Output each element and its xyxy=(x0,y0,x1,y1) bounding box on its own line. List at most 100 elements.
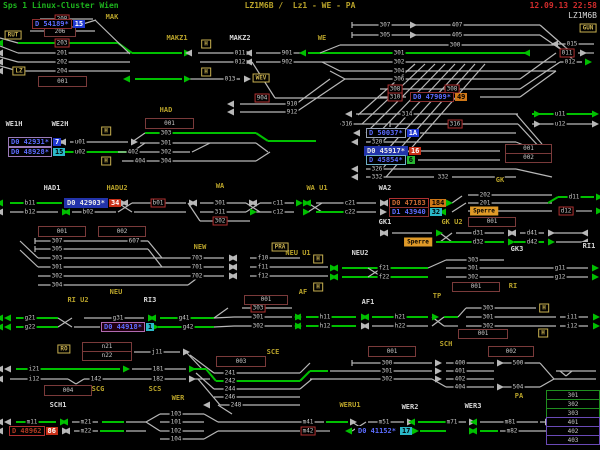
signal-arrow[interactable] xyxy=(0,427,3,435)
signal-arrow[interactable] xyxy=(230,254,237,262)
train-label[interactable]: D0 42903* 34 xyxy=(64,198,122,208)
train-label[interactable]: D0 41152* 17 xyxy=(355,426,413,436)
train-number[interactable]: D 48962 xyxy=(9,426,45,436)
signal-arrow[interactable] xyxy=(592,110,599,118)
signal-arrow[interactable] xyxy=(304,199,311,207)
signal-arrow[interactable] xyxy=(408,418,415,426)
signal-arrow[interactable] xyxy=(593,313,600,321)
signal-arrow[interactable] xyxy=(63,427,70,435)
signal-arrow[interactable] xyxy=(230,272,237,280)
signal-arrow[interactable] xyxy=(353,129,360,137)
train-label[interactable]: D0 48928* 15 xyxy=(8,147,66,157)
signal-arrow[interactable] xyxy=(435,367,442,375)
train-number[interactable]: D0 42931* xyxy=(8,137,52,147)
control-label[interactable]: H xyxy=(101,156,111,166)
signal-arrow[interactable] xyxy=(508,238,515,246)
signal-arrow[interactable] xyxy=(190,199,197,207)
control-label[interactable]: PRA xyxy=(271,242,289,252)
signal-arrow[interactable] xyxy=(184,75,191,83)
signal-arrow[interactable] xyxy=(551,40,558,48)
signal-arrow[interactable] xyxy=(446,199,453,207)
signal-arrow[interactable] xyxy=(351,173,358,181)
track-box[interactable]: 001 xyxy=(368,346,416,357)
control-label[interactable]: RO xyxy=(57,344,71,354)
signal-arrow[interactable] xyxy=(596,193,600,201)
train-badge[interactable]: 86 xyxy=(45,427,58,435)
train-number[interactable]: D 50037* xyxy=(366,128,406,138)
signal-arrow[interactable] xyxy=(381,229,388,237)
signal-arrow[interactable] xyxy=(4,323,11,331)
track-box[interactable]: 003 xyxy=(216,356,266,367)
signal-arrow[interactable] xyxy=(470,427,477,435)
train-number[interactable]: D0 41152* xyxy=(355,426,399,436)
control-label[interactable]: WEV xyxy=(252,73,270,83)
track-box[interactable]: n22 xyxy=(82,351,132,361)
track-number[interactable]: 316 xyxy=(447,119,463,129)
signal-arrow[interactable] xyxy=(596,207,600,215)
signal-arrow[interactable] xyxy=(432,313,439,321)
signal-arrow[interactable] xyxy=(0,375,3,383)
track-box[interactable]: 001 xyxy=(145,118,194,129)
signal-arrow[interactable] xyxy=(4,314,11,322)
train-label[interactable]: D0 44918* 1 xyxy=(101,322,155,332)
track-number[interactable]: 310 xyxy=(387,92,403,102)
signal-arrow[interactable] xyxy=(189,375,196,383)
signal-arrow[interactable] xyxy=(351,165,358,173)
signal-arrow[interactable] xyxy=(410,31,417,39)
signal-arrow[interactable] xyxy=(131,138,138,146)
signal-arrow[interactable] xyxy=(345,427,352,435)
control-label[interactable]: H xyxy=(313,254,323,264)
control-label[interactable]: H xyxy=(538,328,548,338)
signal-arrow[interactable] xyxy=(0,418,3,426)
signal-arrow[interactable] xyxy=(0,314,3,322)
signal-arrow[interactable] xyxy=(59,138,66,146)
pa-table-row[interactable]: 403 xyxy=(546,435,600,445)
train-number[interactable]: D0 44918* xyxy=(101,322,145,332)
track-box[interactable]: 002 xyxy=(488,346,534,357)
train-badge[interactable]: 1 xyxy=(145,323,155,331)
signal-arrow[interactable] xyxy=(123,365,130,373)
signal-arrow[interactable] xyxy=(412,427,419,435)
train-number[interactable]: D0 47909* xyxy=(410,92,454,102)
signal-arrow[interactable] xyxy=(380,208,387,216)
signal-arrow[interactable] xyxy=(331,264,338,272)
signal-arrow[interactable] xyxy=(0,49,3,57)
signal-arrow[interactable] xyxy=(548,229,555,237)
signal-arrow[interactable] xyxy=(435,359,442,367)
signal-arrow[interactable] xyxy=(436,229,443,237)
signal-arrow[interactable] xyxy=(534,120,541,128)
signal-arrow[interactable] xyxy=(0,208,3,216)
train-badge[interactable]: 15 xyxy=(52,148,66,156)
signal-arrow[interactable] xyxy=(435,375,442,383)
control-label[interactable]: H xyxy=(201,67,211,77)
signal-arrow[interactable] xyxy=(470,418,477,426)
signal-arrow[interactable] xyxy=(61,418,68,426)
track-number[interactable]: 203 xyxy=(54,38,70,48)
signal-arrow[interactable] xyxy=(227,100,234,108)
signal-arrow[interactable] xyxy=(381,199,388,207)
signal-arrow[interactable] xyxy=(497,383,504,391)
signal-arrow[interactable] xyxy=(592,273,599,281)
train-badge[interactable]: 6 xyxy=(406,156,415,164)
signal-arrow[interactable] xyxy=(509,229,516,237)
sperre-badge[interactable]: Sperre xyxy=(470,206,498,216)
track-box[interactable]: 001 xyxy=(38,76,87,87)
signal-arrow[interactable] xyxy=(0,58,3,66)
signal-arrow[interactable] xyxy=(439,208,446,216)
control-label[interactable]: H xyxy=(539,303,549,313)
signal-arrow[interactable] xyxy=(410,21,417,29)
signal-arrow[interactable] xyxy=(593,322,600,330)
signal-arrow[interactable] xyxy=(592,264,599,272)
track-box[interactable]: 004 xyxy=(44,385,92,396)
train-label[interactable]: D 50037* 1A xyxy=(366,128,420,138)
signal-arrow[interactable] xyxy=(244,75,251,83)
signal-arrow[interactable] xyxy=(250,199,257,207)
train-label[interactable]: D 45854* 6 xyxy=(366,155,415,165)
control-label[interactable]: H xyxy=(313,282,323,292)
train-badge[interactable]: 16 xyxy=(408,147,422,155)
signal-arrow[interactable] xyxy=(203,401,210,409)
signal-arrow[interactable] xyxy=(245,58,252,66)
signal-arrow[interactable] xyxy=(185,49,192,57)
signal-arrow[interactable] xyxy=(592,120,599,128)
control-label[interactable]: RUT xyxy=(4,30,22,40)
